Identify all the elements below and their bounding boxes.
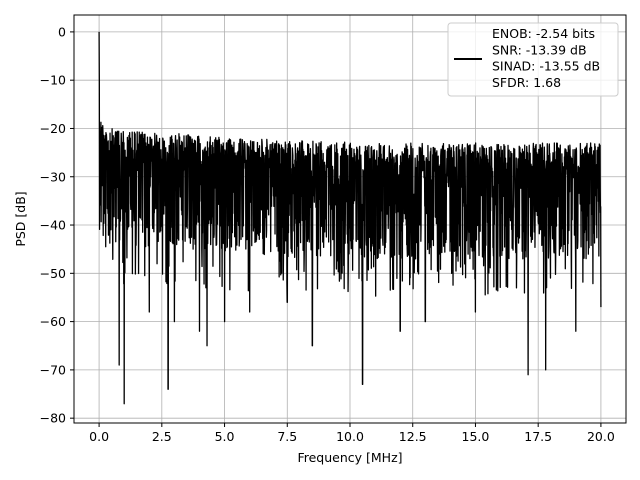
legend: ENOB: -2.54 bits SNR: -13.39 dB SINAD: -… bbox=[447, 22, 619, 97]
y-tick-label: 0 bbox=[58, 24, 66, 39]
y-tick-label: −40 bbox=[40, 218, 66, 233]
legend-enob-text: ENOB: -2.54 bits bbox=[492, 26, 595, 41]
x-tick-label: 7.5 bbox=[277, 429, 297, 444]
x-axis-label: Frequency [MHz] bbox=[297, 450, 402, 465]
tick-labels: 0.0 2.5 5.0 7.5 10.0 12.5 15.0 17.5 20.0 0 −10 −20 −… bbox=[40, 24, 615, 444]
psd-series-line bbox=[98, 31, 602, 405]
y-tick-label: −70 bbox=[40, 362, 66, 377]
x-tick-label: 5.0 bbox=[215, 429, 235, 444]
legend-snr-text: SNR: -13.39 dB bbox=[492, 42, 587, 57]
x-tick-label: 10.0 bbox=[336, 429, 364, 444]
y-axis-label: PSD [dB] bbox=[13, 191, 28, 246]
legend-box bbox=[447, 22, 619, 97]
x-tick-label: 0.0 bbox=[89, 429, 109, 444]
x-tick-label: 15.0 bbox=[462, 429, 490, 444]
x-tick-label: 17.5 bbox=[524, 429, 552, 444]
y-tick-label: −80 bbox=[40, 411, 66, 426]
y-tick-label: −60 bbox=[40, 314, 66, 329]
y-tick-label: −30 bbox=[40, 169, 66, 184]
x-tick-label: 2.5 bbox=[152, 429, 172, 444]
legend-sfdr-text: SFDR: 1.68 bbox=[492, 75, 561, 90]
y-tick-label: −10 bbox=[40, 73, 66, 88]
x-tick-label: 20.0 bbox=[587, 429, 615, 444]
y-tick-label: −50 bbox=[40, 266, 66, 281]
psd-series bbox=[98, 31, 602, 405]
axes bbox=[70, 14, 627, 427]
legend-sinad-text: SINAD: -13.55 dB bbox=[492, 59, 600, 74]
x-tick-label: 12.5 bbox=[399, 429, 427, 444]
y-tick-label: −20 bbox=[40, 121, 66, 136]
